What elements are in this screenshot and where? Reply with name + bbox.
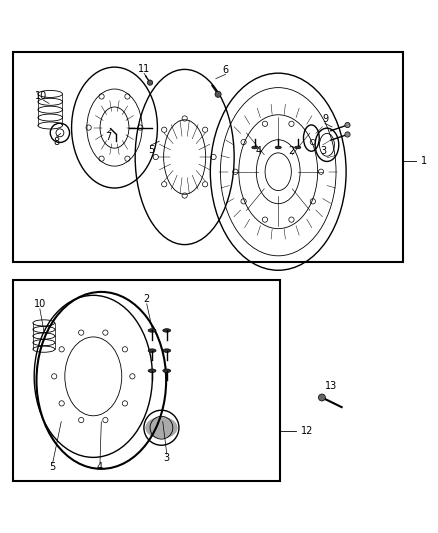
Text: 5: 5 — [49, 462, 56, 472]
Text: 2: 2 — [289, 147, 295, 156]
Text: 3: 3 — [164, 453, 170, 463]
Text: 3: 3 — [320, 147, 326, 156]
Ellipse shape — [163, 349, 171, 352]
Text: 5: 5 — [148, 145, 155, 155]
Ellipse shape — [295, 146, 301, 149]
Ellipse shape — [148, 349, 156, 352]
Text: 11: 11 — [138, 64, 150, 74]
Text: 8: 8 — [54, 136, 60, 147]
Text: 4: 4 — [97, 462, 103, 472]
Ellipse shape — [275, 146, 281, 149]
Text: 6: 6 — [223, 65, 229, 75]
Circle shape — [215, 91, 221, 98]
Text: 12: 12 — [301, 426, 314, 436]
Ellipse shape — [163, 329, 171, 332]
Text: 1: 1 — [420, 156, 427, 166]
Text: 9: 9 — [322, 114, 328, 124]
Circle shape — [345, 132, 350, 137]
Text: 7: 7 — [105, 132, 111, 142]
Ellipse shape — [163, 369, 171, 373]
Circle shape — [148, 80, 153, 85]
Text: 10: 10 — [35, 91, 47, 101]
Ellipse shape — [252, 146, 258, 149]
Ellipse shape — [146, 417, 177, 438]
Bar — [13, 52, 403, 262]
Text: 4: 4 — [256, 147, 262, 156]
Text: 2: 2 — [144, 294, 150, 304]
Circle shape — [318, 394, 325, 401]
Bar — [13, 280, 280, 481]
Ellipse shape — [148, 329, 156, 332]
Text: 13: 13 — [325, 381, 338, 391]
Ellipse shape — [148, 369, 156, 373]
Text: 10: 10 — [34, 300, 46, 310]
Circle shape — [345, 123, 350, 128]
